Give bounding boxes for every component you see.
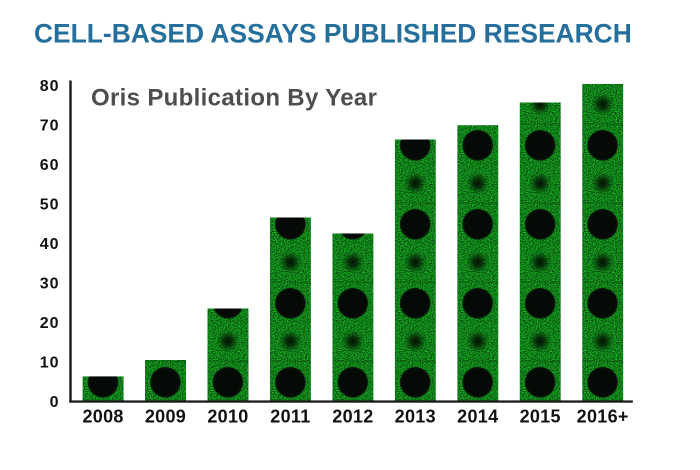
svg-text:30: 30 bbox=[40, 276, 60, 293]
svg-text:2015: 2015 bbox=[520, 407, 561, 427]
svg-text:20: 20 bbox=[40, 315, 60, 332]
svg-text:60: 60 bbox=[40, 157, 60, 174]
svg-text:2012: 2012 bbox=[332, 407, 373, 427]
svg-text:2011: 2011 bbox=[270, 407, 310, 427]
svg-text:2010: 2010 bbox=[207, 407, 248, 427]
svg-text:2008: 2008 bbox=[82, 407, 123, 427]
svg-text:2013: 2013 bbox=[395, 407, 436, 427]
svg-text:40: 40 bbox=[40, 236, 60, 253]
svg-text:2016+: 2016+ bbox=[577, 407, 629, 427]
svg-text:70: 70 bbox=[40, 118, 60, 135]
svg-text:2009: 2009 bbox=[145, 407, 186, 427]
svg-text:80: 80 bbox=[40, 78, 60, 95]
svg-text:CELL-BASED ASSAYS PUBLISHED RE: CELL-BASED ASSAYS PUBLISHED RESEARCH bbox=[34, 18, 632, 48]
svg-text:Oris Publication By Year: Oris Publication By Year bbox=[91, 85, 377, 112]
svg-text:50: 50 bbox=[40, 197, 60, 214]
svg-text:0: 0 bbox=[50, 394, 60, 411]
svg-text:10: 10 bbox=[40, 355, 60, 372]
svg-text:2014: 2014 bbox=[457, 407, 498, 427]
